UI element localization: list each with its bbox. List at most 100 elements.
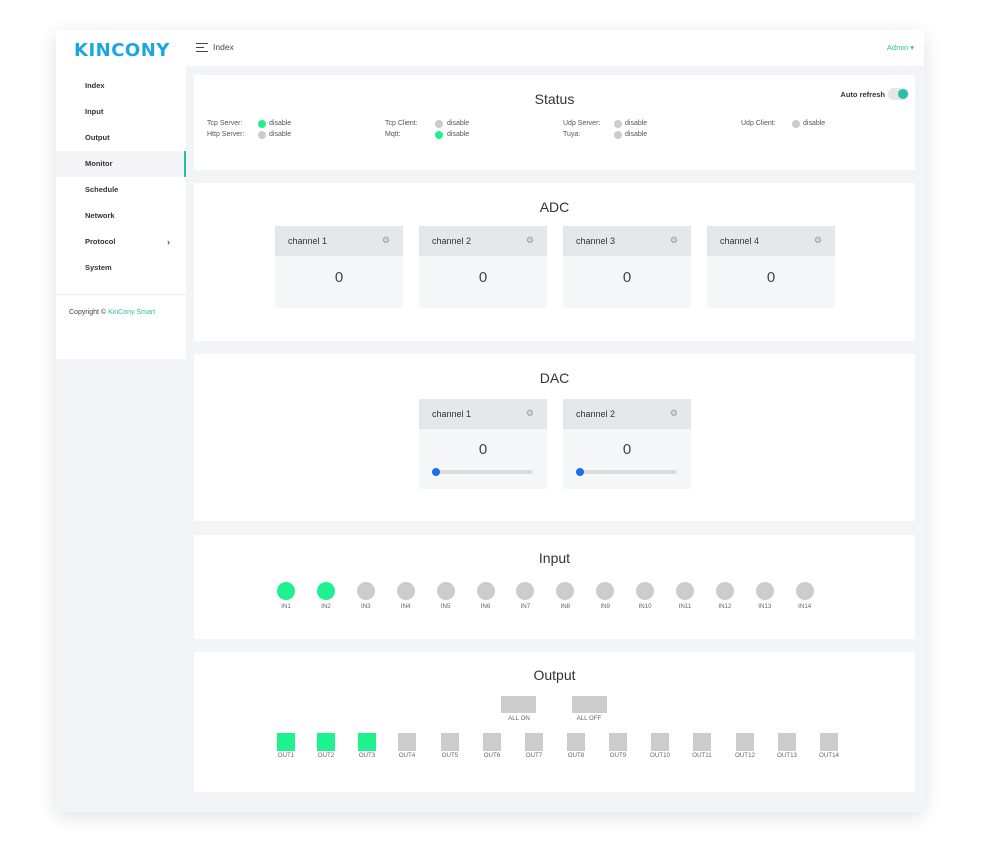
input-label: IN4 — [400, 603, 411, 610]
input-indicator — [795, 582, 814, 600]
status-card: Status Auto refresh Tcp Server: disable … — [194, 75, 915, 170]
output-relay-button[interactable] — [358, 733, 376, 751]
input-label: IN9 — [600, 603, 610, 610]
output-relay-button[interactable] — [317, 733, 335, 751]
channel-header: channel 2 ⚙ — [419, 226, 547, 256]
sidebar-item-system[interactable]: System — [85, 263, 112, 272]
output-relay-button[interactable] — [398, 733, 416, 751]
channel-value: 0 — [478, 441, 488, 458]
input-label: IN1 — [281, 603, 291, 610]
gear-icon[interactable]: ⚙ — [669, 408, 678, 418]
all-off-button[interactable] — [572, 696, 607, 713]
kincony-logo: KINCONY — [74, 40, 170, 61]
input-indicator — [476, 582, 495, 600]
output-label: OUT5 — [441, 752, 459, 759]
auto-refresh-label: Auto refresh — [840, 90, 885, 99]
output-relay-button[interactable] — [820, 733, 838, 751]
output-label: OUT10 — [650, 752, 670, 759]
auto-refresh-toggle[interactable] — [888, 88, 909, 100]
adc-channel-4: channel 4 ⚙ 0 — [707, 226, 835, 308]
copyright-brand-link[interactable]: KinCony Smart — [108, 309, 156, 316]
status-value: disable — [269, 120, 292, 127]
channel-header: channel 1 ⚙ — [419, 399, 547, 429]
channel-header: channel 2 ⚙ — [563, 399, 691, 429]
output-label: OUT12 — [735, 752, 755, 759]
output-relay-button[interactable] — [483, 733, 501, 751]
output-relay-button[interactable] — [525, 733, 543, 751]
user-menu[interactable]: Admin ▾ — [886, 43, 914, 52]
gear-icon[interactable]: ⚙ — [525, 235, 534, 245]
dac-title: DAC — [539, 370, 570, 386]
channel-value: 0 — [622, 441, 632, 458]
input-indicator — [277, 582, 295, 600]
adc-channel-1: channel 1 ⚙ 0 — [275, 226, 403, 308]
status-dot — [435, 120, 443, 128]
input-indicator — [556, 582, 575, 600]
channel-header: channel 4 ⚙ — [707, 226, 835, 256]
input-indicator — [436, 582, 455, 600]
channel-value: 0 — [334, 269, 344, 286]
sidebar-item-output[interactable]: Output — [85, 133, 110, 142]
sidebar-item-schedule[interactable]: Schedule — [85, 185, 119, 194]
output-label: OUT8 — [567, 752, 585, 759]
slider-thumb[interactable] — [432, 468, 440, 476]
menu-icon[interactable] — [196, 43, 208, 52]
input-label: IN8 — [560, 603, 571, 610]
output-relay-button[interactable] — [567, 733, 585, 751]
output-relay-button[interactable] — [609, 733, 627, 751]
input-title: Input — [538, 550, 571, 566]
output-relay-button[interactable] — [778, 733, 796, 751]
channel-name: channel 2 — [576, 409, 616, 419]
channel-name: channel 2 — [432, 236, 472, 246]
channel-name: channel 1 — [432, 409, 472, 419]
input-indicator — [676, 582, 694, 600]
input-indicator — [715, 582, 734, 600]
gear-icon[interactable]: ⚙ — [525, 408, 534, 418]
status-dot — [614, 131, 622, 139]
sidebar-item-network[interactable]: Network — [85, 211, 115, 220]
dac-slider[interactable] — [576, 468, 677, 476]
slider-thumb[interactable] — [576, 468, 584, 476]
output-label: OUT2 — [317, 752, 335, 759]
input-label: IN5 — [440, 603, 451, 610]
channel-header: channel 3 ⚙ — [563, 226, 691, 256]
adc-card: ADC channel 1 ⚙ 0 channel 2 ⚙ 0 channel … — [194, 183, 915, 341]
dac-card: DAC channel 1 ⚙ 0 channel 2 ⚙ 0 — [194, 354, 915, 521]
gear-icon[interactable]: ⚙ — [669, 235, 678, 245]
sidebar-item-index[interactable]: Index — [85, 81, 105, 90]
channel-name: channel 4 — [720, 236, 760, 246]
channel-value: 0 — [622, 269, 632, 286]
status-label: Udp Client: — [741, 120, 776, 127]
output-label: OUT3 — [358, 752, 376, 759]
adc-channel-2: channel 2 ⚙ 0 — [419, 226, 547, 308]
output-relay-button[interactable] — [693, 733, 711, 751]
toggle-knob — [898, 89, 908, 99]
input-label: IN7 — [520, 603, 531, 610]
dac-slider[interactable] — [432, 468, 533, 476]
channel-value: 0 — [478, 269, 488, 286]
status-dot — [614, 120, 622, 128]
channel-name: channel 3 — [576, 236, 616, 246]
output-relay-button[interactable] — [651, 733, 669, 751]
sidebar-item-input[interactable]: Input — [85, 107, 104, 116]
gear-icon[interactable]: ⚙ — [381, 235, 390, 245]
input-label: IN13 — [758, 603, 772, 610]
sidebar-item-protocol[interactable]: Protocol › — [56, 229, 186, 255]
output-relay-button[interactable] — [441, 733, 459, 751]
channel-name: channel 1 — [288, 236, 328, 246]
all-on-button[interactable] — [501, 696, 536, 713]
output-relay-button[interactable] — [736, 733, 754, 751]
input-label: IN12 — [718, 603, 732, 610]
input-indicator — [636, 582, 655, 600]
output-relay-button[interactable] — [277, 733, 295, 751]
input-label: IN2 — [321, 603, 331, 610]
sidebar-item-monitor[interactable]: Monitor — [56, 151, 186, 177]
status-dot — [792, 120, 800, 128]
copyright: Copyright © KinCony Smart — [69, 309, 155, 316]
adc-title: ADC — [539, 199, 570, 215]
status-value: disable — [447, 120, 470, 127]
input-card: Input IN1 IN2 IN3 IN4 IN5 IN6 IN7 IN8 IN9 IN10 IN1… — [194, 535, 915, 639]
status-dot — [258, 120, 266, 128]
gear-icon[interactable]: ⚙ — [813, 235, 822, 245]
chevron-right-icon: › — [167, 237, 170, 247]
